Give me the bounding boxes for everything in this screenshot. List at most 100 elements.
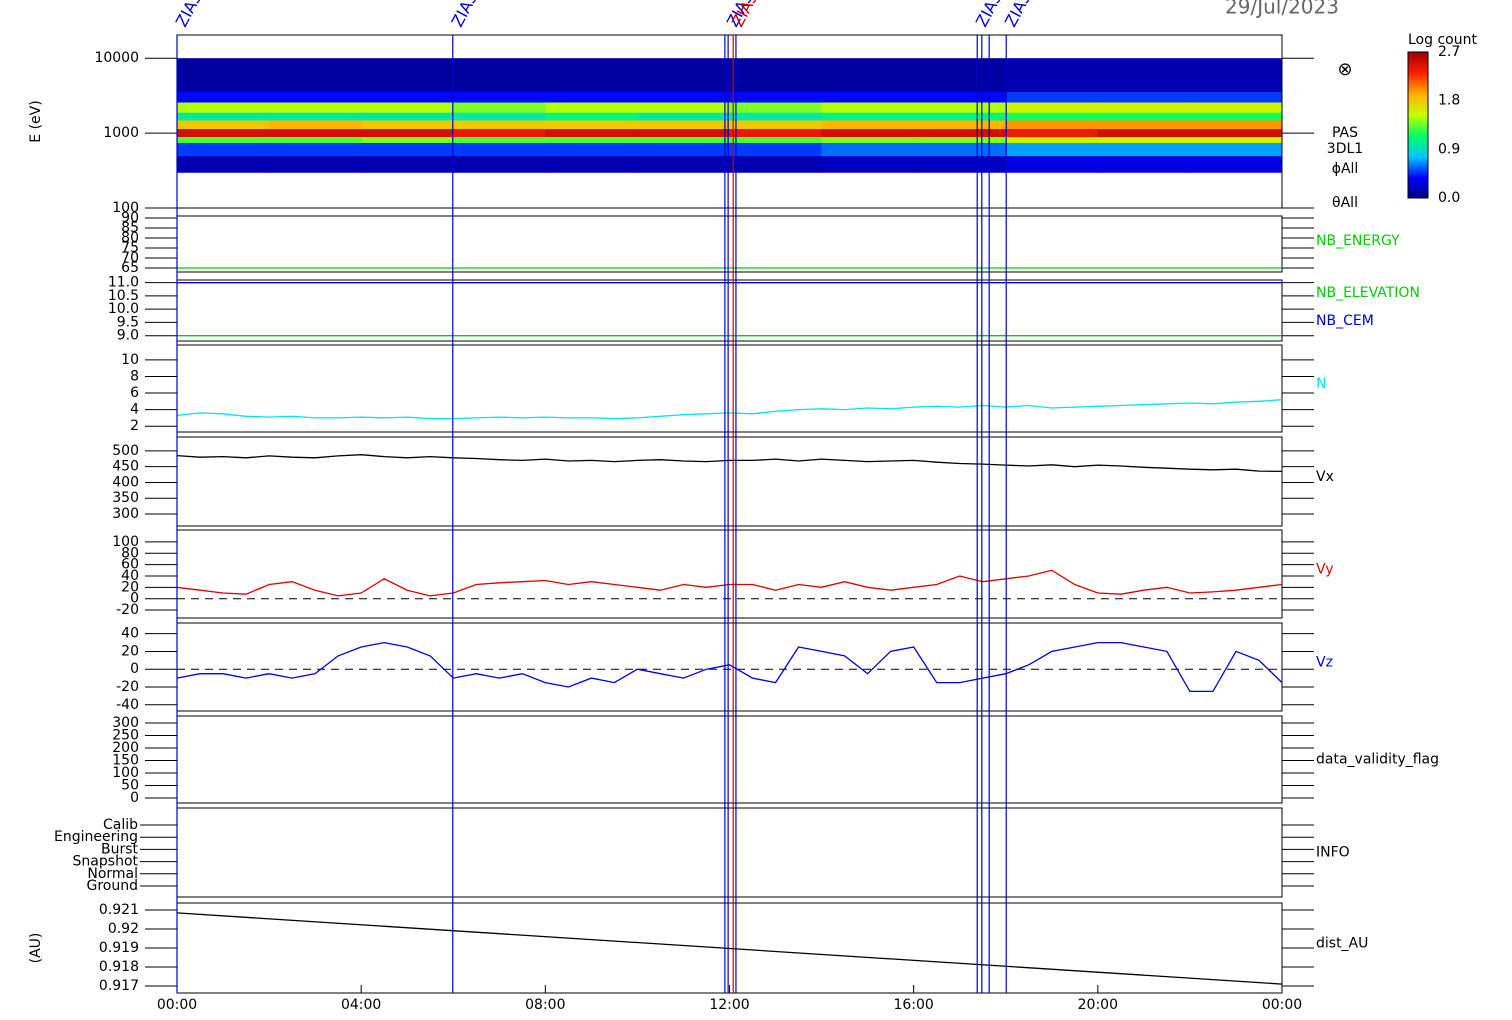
colorbar-step [1408, 151, 1428, 155]
heatmap-cell [269, 155, 362, 173]
colorbar-step [1408, 56, 1428, 60]
heatmap-cell [1189, 142, 1283, 157]
heatmap-cell [1189, 119, 1283, 130]
heatmap-cell [821, 58, 915, 92]
heatmap-cell [361, 136, 454, 143]
series-name: Vx [1316, 469, 1334, 485]
y-tick-label: 90 [121, 210, 139, 226]
heatmap-cell [913, 112, 1007, 121]
x-tick-label: 00:00 [157, 997, 197, 1013]
heatmap-cell [177, 136, 270, 143]
colorbar-step [1408, 193, 1428, 197]
heatmap-cell [1189, 58, 1283, 92]
colorbar-step [1408, 178, 1428, 182]
colorbar-step [1408, 54, 1428, 58]
heatmap-cell [1097, 58, 1191, 92]
y-tick-label: 10.5 [108, 288, 139, 304]
panel-label: INFO [1316, 845, 1350, 861]
panel-symbol: ⊗ [1337, 59, 1352, 80]
heatmap-cell [1005, 112, 1099, 121]
heatmap-cell [453, 128, 546, 138]
colorbar-step [1408, 120, 1428, 124]
heatmap-cell [1189, 128, 1283, 138]
heatmap-cell [729, 112, 823, 121]
y-tick-label: 4 [130, 402, 139, 418]
colorbar-step [1408, 93, 1428, 97]
colorbar-step [1408, 81, 1428, 85]
y-tick-label: 65 [121, 260, 139, 276]
colorbar-tick-label: 0.0 [1438, 190, 1460, 206]
y-axis-label: (AU) [28, 933, 44, 964]
heatmap-cell [637, 58, 730, 92]
panel-frame [176, 344, 1283, 433]
colorbar-step [1408, 110, 1428, 114]
colorbar-step [1408, 52, 1428, 55]
y-tick-label: 0.918 [99, 959, 139, 975]
y-tick-label: 40 [121, 626, 139, 642]
heatmap-cell [453, 142, 546, 157]
series-line [176, 569, 1283, 597]
heatmap-cell [1005, 128, 1099, 138]
colorbar-step [1408, 149, 1428, 153]
y-tick-label: 500 [112, 443, 139, 459]
y-tick-label: 70 [121, 250, 139, 266]
y-tick-label: 150 [112, 753, 139, 769]
y-tick-label: 100 [112, 765, 139, 781]
series-name: NB_CEM [1316, 313, 1374, 329]
panel-label: ϕAll [1332, 161, 1359, 177]
y-tick-label: 300 [112, 506, 139, 522]
y-tick-label: 20 [121, 643, 139, 659]
heatmap-cell [1189, 91, 1283, 103]
heatmap-cell [729, 128, 823, 138]
colorbar-step [1408, 159, 1428, 162]
heatmap-cell [177, 128, 270, 138]
heatmap-cell [729, 91, 823, 103]
colorbar-step [1408, 180, 1428, 184]
heatmap-cell [821, 91, 915, 103]
colorbar-step [1408, 188, 1428, 192]
colorbar-step [1408, 161, 1428, 165]
heatmap-cell [453, 91, 546, 103]
heatmap-cell [821, 155, 915, 173]
heatmap-cell [545, 119, 638, 130]
heatmap-cell [1005, 155, 1099, 173]
colorbar-step [1408, 78, 1428, 82]
heatmap-cell [1189, 112, 1283, 121]
series-line [176, 454, 1283, 473]
series-name: NB_ENERGY [1316, 233, 1400, 249]
heatmap-cell [637, 102, 730, 113]
y-tick-label: 60 [121, 557, 139, 573]
y-tick-label: 10.0 [108, 301, 139, 317]
heatmap-cell [545, 136, 638, 143]
colorbar-step [1408, 132, 1428, 136]
colorbar-step [1408, 129, 1428, 133]
heatmap-cell [637, 119, 730, 130]
colorbar-step [1408, 183, 1428, 187]
y-tick-label: 80 [121, 545, 139, 561]
y-tick-label: 100 [112, 534, 139, 550]
colorbar-step [1408, 107, 1428, 111]
y-tick-label: -40 [116, 697, 139, 713]
heatmap-cell [545, 112, 638, 121]
heatmap-cell [545, 155, 638, 173]
colorbar-step [1408, 83, 1428, 87]
panel-label: data_validity_flag [1316, 752, 1439, 768]
y-tick-label: 300 [112, 715, 139, 731]
y-tick-label: 80 [121, 230, 139, 246]
heatmap-cell [637, 155, 730, 173]
heatmap-cell [269, 58, 362, 92]
colorbar-tick-label: 2.7 [1438, 44, 1460, 60]
y-tick-label: 250 [112, 728, 139, 744]
y-tick-label: -20 [116, 679, 139, 695]
heatmap-cell [361, 58, 454, 92]
heatmap-cell [729, 136, 823, 143]
y-tick-label: 2 [130, 418, 139, 434]
panel-label: PAS [1332, 125, 1358, 141]
y-tick-label: 10000 [94, 50, 139, 66]
y-tick-label: -20 [116, 602, 139, 618]
panel-frame [176, 529, 1283, 619]
colorbar-step [1408, 137, 1428, 141]
heatmap-cell [821, 128, 915, 138]
colorbar-step [1408, 90, 1428, 94]
